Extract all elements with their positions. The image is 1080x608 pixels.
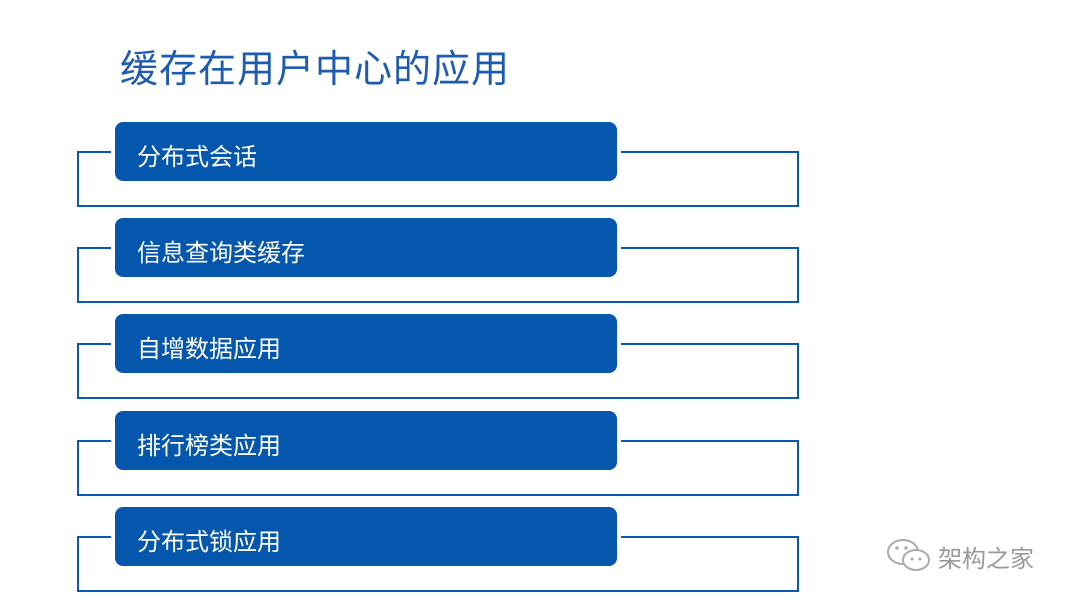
item-label: 排行榜类应用 [137, 432, 281, 460]
item-bar: 分布式会话 [115, 122, 617, 181]
item-bar: 信息查询类缓存 [115, 218, 617, 277]
list-item: 分布式会话 [0, 122, 1080, 212]
watermark-text: 架构之家 [938, 544, 1034, 573]
item-bar: 自增数据应用 [115, 314, 617, 373]
wechat-icon [887, 539, 930, 571]
item-label: 信息查询类缓存 [137, 239, 305, 267]
item-label: 分布式锁应用 [137, 528, 281, 556]
item-bar: 分布式锁应用 [115, 507, 617, 566]
list-item: 排行榜类应用 [0, 411, 1080, 501]
watermark: 架构之家 [886, 538, 1034, 574]
list-item: 信息查询类缓存 [0, 218, 1080, 308]
item-bar: 排行榜类应用 [115, 411, 617, 470]
page-title: 缓存在用户中心的应用 [120, 47, 511, 91]
item-label: 自增数据应用 [137, 335, 281, 363]
item-label: 分布式会话 [137, 143, 257, 171]
list-item: 分布式锁应用 [0, 507, 1080, 597]
list-item: 自增数据应用 [0, 314, 1080, 404]
